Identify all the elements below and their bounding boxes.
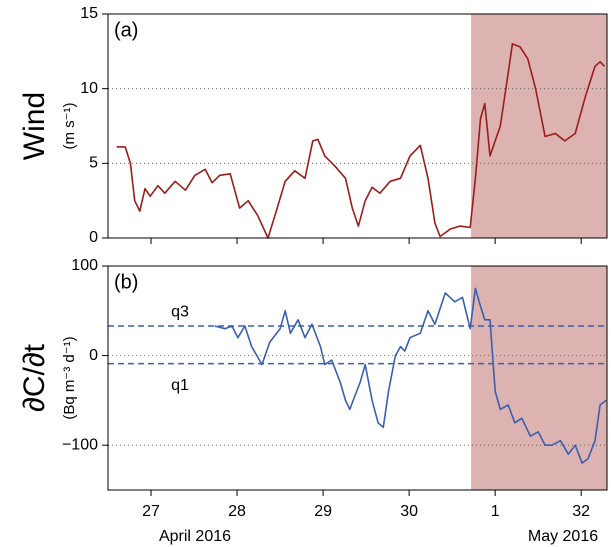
- highlight-region: [471, 14, 607, 238]
- y-axis-units: (m s⁻¹): [61, 102, 78, 149]
- x-tick-label: 1: [491, 503, 500, 520]
- x-tick-label: 30: [400, 503, 418, 520]
- data-line: [116, 43, 605, 239]
- reference-label: q1: [171, 377, 189, 394]
- y-axis-units: (Bq m⁻³ d⁻¹): [61, 336, 78, 419]
- x-group-label: May 2016: [528, 528, 598, 545]
- x-tick-label: 28: [228, 503, 246, 520]
- plot-frame: [107, 265, 608, 491]
- y-tick-label: 100: [71, 257, 98, 274]
- y-tick-label: 10: [80, 80, 98, 97]
- y-tick-label: 0: [89, 229, 98, 246]
- data-line: [214, 287, 607, 464]
- x-group-label: April 2016: [159, 528, 231, 545]
- x-tick-label: 32: [572, 503, 590, 520]
- panel-label: (a): [114, 19, 138, 41]
- plot-frame: [107, 13, 608, 239]
- y-axis-label: Wind: [18, 92, 51, 160]
- y-axis-label: ∂C/∂t: [18, 343, 51, 412]
- y-tick-label: 15: [80, 5, 98, 22]
- highlight-region: [471, 266, 607, 490]
- reference-label: q3: [171, 303, 189, 320]
- x-tick-label: 27: [142, 503, 160, 520]
- y-tick-label: 5: [89, 155, 98, 172]
- x-tick-label: 29: [314, 503, 332, 520]
- y-tick-label: 0: [89, 347, 98, 364]
- y-tick-label: −100: [62, 436, 98, 453]
- panel-label: (b): [114, 271, 138, 293]
